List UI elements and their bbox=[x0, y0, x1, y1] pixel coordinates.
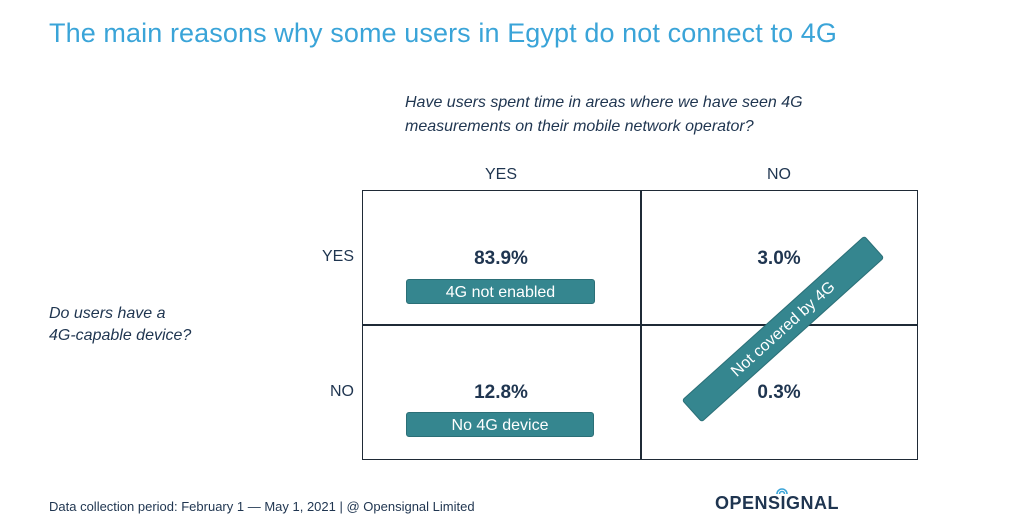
cell-value-yes-yes: 83.9% bbox=[474, 248, 528, 269]
cell-value-yes-no: 3.0% bbox=[757, 248, 801, 269]
cell-value-no-no: 0.3% bbox=[757, 382, 801, 403]
label-no-4g-device: No 4G device bbox=[406, 412, 594, 437]
opensignal-logo: OPENSIGNAL bbox=[715, 493, 840, 513]
row-header-yes: YES bbox=[321, 248, 354, 265]
column-axis-question: Have users spent time in areas where we … bbox=[405, 94, 803, 135]
footer-data-period: Data collection period: February 1 — May… bbox=[49, 499, 475, 514]
column-header-yes: YES bbox=[484, 166, 517, 183]
grid-divider-horizontal bbox=[363, 324, 917, 326]
page-title: The main reasons why some users in Egypt… bbox=[49, 18, 838, 48]
column-header-no: NO bbox=[767, 166, 791, 183]
cell-value-no-yes: 12.8% bbox=[474, 382, 528, 403]
label-4g-not-enabled: 4G not enabled bbox=[406, 279, 595, 304]
matrix-grid bbox=[362, 190, 918, 460]
row-header-no: NO bbox=[330, 383, 354, 400]
signal-icon bbox=[776, 488, 788, 495]
row-axis-question: Do users have a 4G-capable device? bbox=[49, 305, 192, 344]
